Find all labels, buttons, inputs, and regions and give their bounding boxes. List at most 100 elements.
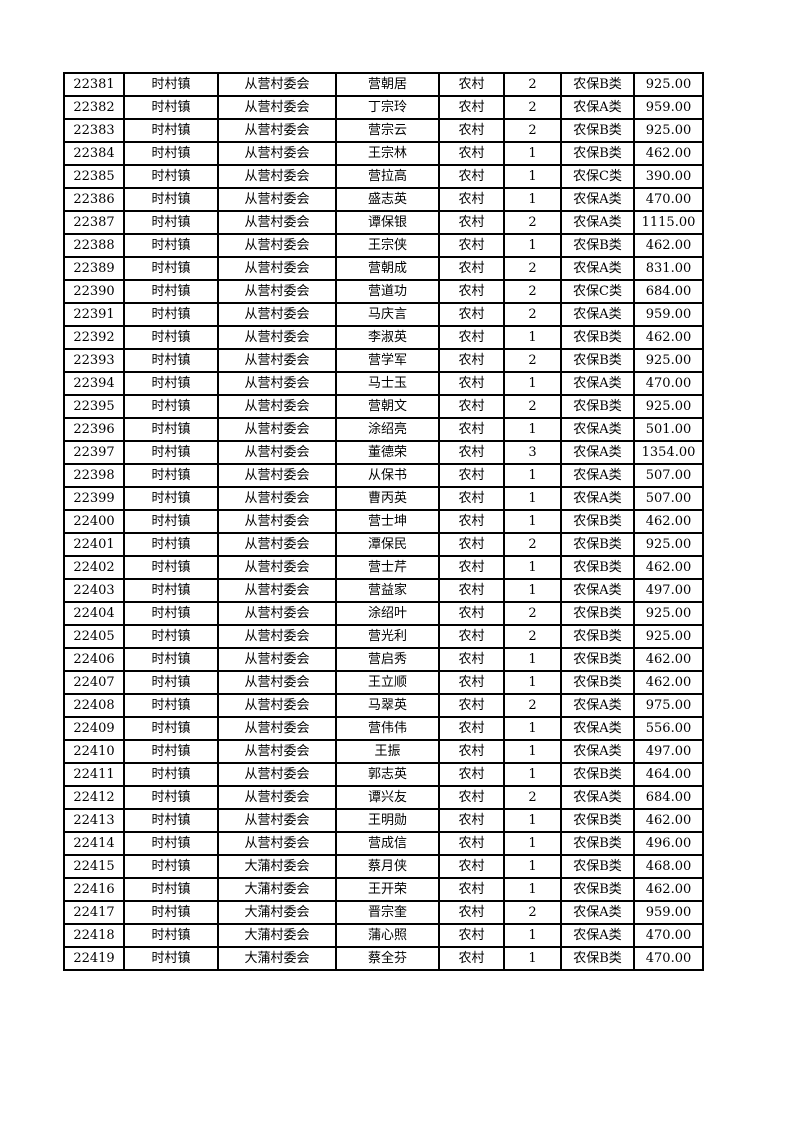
cell-town: 时村镇 xyxy=(123,831,219,856)
cell-town: 时村镇 xyxy=(123,118,219,143)
cell-record-id: 22407 xyxy=(63,670,125,695)
cell-insurance-class: 农保A类 xyxy=(560,578,635,603)
table-row: 22403 时村镇 从营村委会 营益家 农村 1 农保A类 497.00 xyxy=(63,578,704,603)
cell-person-name: 谭保银 xyxy=(335,210,440,235)
cell-record-id: 22404 xyxy=(63,601,125,626)
cell-insurance-class: 农保B类 xyxy=(560,509,635,534)
cell-insurance-class: 农保B类 xyxy=(560,601,635,626)
cell-residence-type: 农村 xyxy=(438,624,505,649)
cell-record-id: 22411 xyxy=(63,762,125,787)
cell-record-id: 22403 xyxy=(63,578,125,603)
cell-residence-type: 农村 xyxy=(438,279,505,304)
table-row: 22414 时村镇 从营村委会 营成信 农村 1 农保B类 496.00 xyxy=(63,831,704,856)
cell-amount: 1115.00 xyxy=(633,210,704,235)
cell-residence-type: 农村 xyxy=(438,923,505,948)
cell-person-count: 1 xyxy=(503,371,562,396)
cell-record-id: 22416 xyxy=(63,877,125,902)
cell-town: 时村镇 xyxy=(123,72,219,97)
cell-residence-type: 农村 xyxy=(438,486,505,511)
cell-amount: 468.00 xyxy=(633,854,704,879)
cell-insurance-class: 农保A类 xyxy=(560,463,635,488)
cell-amount: 959.00 xyxy=(633,302,704,327)
cell-residence-type: 农村 xyxy=(438,348,505,373)
cell-town: 时村镇 xyxy=(123,624,219,649)
cell-person-name: 蔡月侠 xyxy=(335,854,440,879)
cell-town: 时村镇 xyxy=(123,486,219,511)
cell-residence-type: 农村 xyxy=(438,440,505,465)
cell-amount: 831.00 xyxy=(633,256,704,281)
cell-residence-type: 农村 xyxy=(438,532,505,557)
table-row: 22385 时村镇 从营村委会 营拉高 农村 1 农保C类 390.00 xyxy=(63,164,704,189)
cell-town: 时村镇 xyxy=(123,923,219,948)
cell-person-name: 营学军 xyxy=(335,348,440,373)
cell-village-committee: 大蒲村委会 xyxy=(217,923,337,948)
cell-town: 时村镇 xyxy=(123,463,219,488)
cell-insurance-class: 农保A类 xyxy=(560,256,635,281)
table-row: 22390 时村镇 从营村委会 营道功 农村 2 农保C类 684.00 xyxy=(63,279,704,304)
cell-village-committee: 从营村委会 xyxy=(217,394,337,419)
cell-village-committee: 从营村委会 xyxy=(217,348,337,373)
table-row: 22404 时村镇 从营村委会 涂绍叶 农村 2 农保B类 925.00 xyxy=(63,601,704,626)
cell-person-name: 营光利 xyxy=(335,624,440,649)
cell-person-name: 李淑英 xyxy=(335,325,440,350)
cell-record-id: 22410 xyxy=(63,739,125,764)
cell-residence-type: 农村 xyxy=(438,647,505,672)
cell-person-name: 马庆言 xyxy=(335,302,440,327)
table-row: 22382 时村镇 从营村委会 丁宗玲 农村 2 农保A类 959.00 xyxy=(63,95,704,120)
cell-village-committee: 从营村委会 xyxy=(217,831,337,856)
cell-residence-type: 农村 xyxy=(438,509,505,534)
cell-residence-type: 农村 xyxy=(438,325,505,350)
cell-record-id: 22401 xyxy=(63,532,125,557)
cell-insurance-class: 农保A类 xyxy=(560,440,635,465)
cell-residence-type: 农村 xyxy=(438,762,505,787)
cell-record-id: 22400 xyxy=(63,509,125,534)
cell-insurance-class: 农保A类 xyxy=(560,95,635,120)
cell-village-committee: 从营村委会 xyxy=(217,463,337,488)
cell-record-id: 22385 xyxy=(63,164,125,189)
cell-person-count: 2 xyxy=(503,532,562,557)
cell-insurance-class: 农保B类 xyxy=(560,118,635,143)
cell-town: 时村镇 xyxy=(123,532,219,557)
cell-person-name: 蒲心照 xyxy=(335,923,440,948)
cell-person-name: 王立顺 xyxy=(335,670,440,695)
cell-residence-type: 农村 xyxy=(438,716,505,741)
cell-amount: 684.00 xyxy=(633,785,704,810)
cell-record-id: 22414 xyxy=(63,831,125,856)
table-row: 22396 时村镇 从营村委会 涂绍亮 农村 1 农保A类 501.00 xyxy=(63,417,704,442)
cell-insurance-class: 农保A类 xyxy=(560,739,635,764)
table-row: 22418 时村镇 大蒲村委会 蒲心照 农村 1 农保A类 470.00 xyxy=(63,923,704,948)
cell-town: 时村镇 xyxy=(123,785,219,810)
cell-residence-type: 农村 xyxy=(438,302,505,327)
cell-person-count: 2 xyxy=(503,256,562,281)
cell-record-id: 22394 xyxy=(63,371,125,396)
table-row: 22415 时村镇 大蒲村委会 蔡月侠 农村 1 农保B类 468.00 xyxy=(63,854,704,879)
cell-village-committee: 从营村委会 xyxy=(217,72,337,97)
table-row: 22419 时村镇 大蒲村委会 蔡全芬 农村 1 农保B类 470.00 xyxy=(63,946,704,971)
cell-amount: 925.00 xyxy=(633,532,704,557)
cell-amount: 925.00 xyxy=(633,624,704,649)
cell-amount: 462.00 xyxy=(633,233,704,258)
table-row: 22400 时村镇 从营村委会 营士坤 农村 1 农保B类 462.00 xyxy=(63,509,704,534)
cell-person-name: 营益家 xyxy=(335,578,440,603)
cell-amount: 462.00 xyxy=(633,647,704,672)
cell-insurance-class: 农保B类 xyxy=(560,877,635,902)
cell-amount: 556.00 xyxy=(633,716,704,741)
cell-person-count: 2 xyxy=(503,900,562,925)
cell-town: 时村镇 xyxy=(123,394,219,419)
cell-village-committee: 从营村委会 xyxy=(217,417,337,442)
cell-residence-type: 农村 xyxy=(438,578,505,603)
cell-person-count: 1 xyxy=(503,923,562,948)
table-row: 22405 时村镇 从营村委会 营光利 农村 2 农保B类 925.00 xyxy=(63,624,704,649)
cell-person-name: 盛志英 xyxy=(335,187,440,212)
cell-person-count: 1 xyxy=(503,647,562,672)
table-row: 22399 时村镇 从营村委会 曹丙英 农村 1 农保A类 507.00 xyxy=(63,486,704,511)
table-row: 22389 时村镇 从营村委会 营朝成 农村 2 农保A类 831.00 xyxy=(63,256,704,281)
cell-village-committee: 从营村委会 xyxy=(217,509,337,534)
table-row: 22388 时村镇 从营村委会 王宗侠 农村 1 农保B类 462.00 xyxy=(63,233,704,258)
cell-village-committee: 从营村委会 xyxy=(217,302,337,327)
table-row: 22417 时村镇 大蒲村委会 晋宗奎 农村 2 农保A类 959.00 xyxy=(63,900,704,925)
cell-insurance-class: 农保B类 xyxy=(560,647,635,672)
cell-person-name: 丁宗玲 xyxy=(335,95,440,120)
cell-village-committee: 从营村委会 xyxy=(217,256,337,281)
